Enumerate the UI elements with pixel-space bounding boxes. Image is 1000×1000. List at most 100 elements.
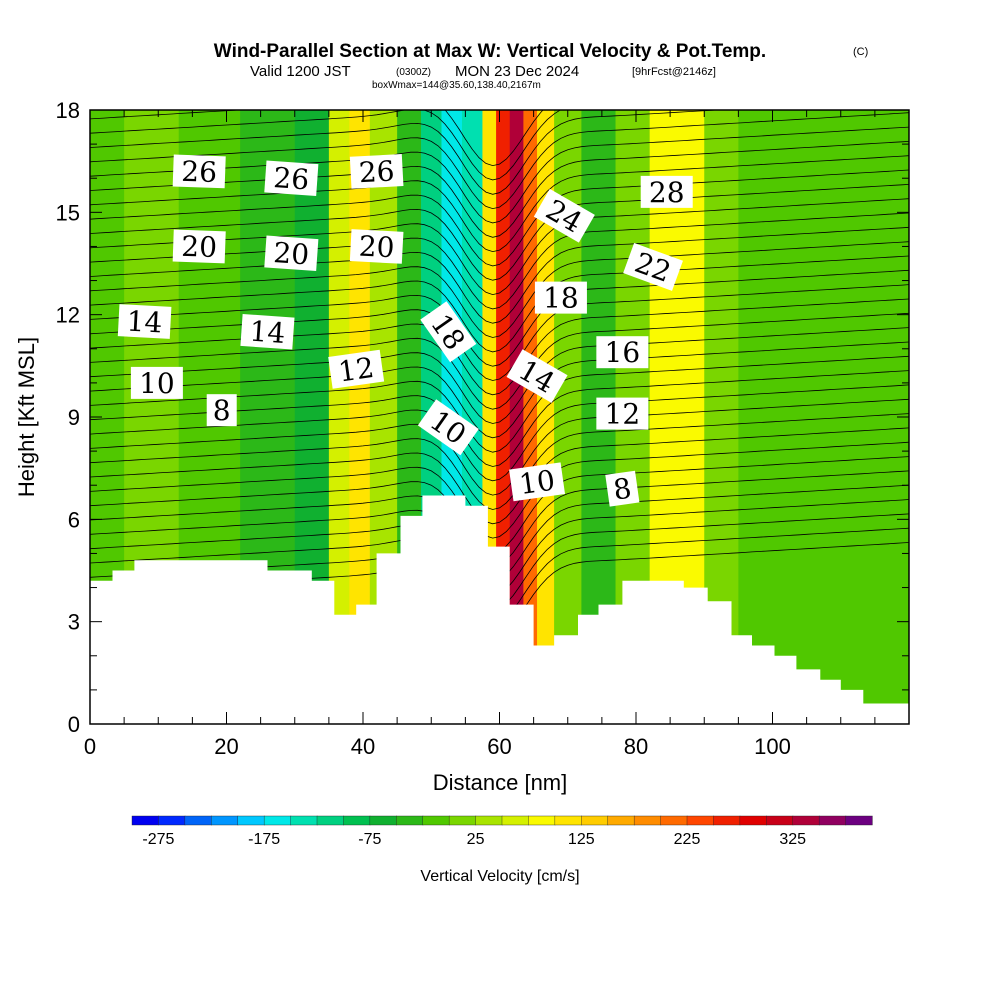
theta-contour-line: [90, 110, 562, 181]
colorbar-swatch: [818, 815, 847, 826]
theta-contour-line: [90, 241, 909, 338]
theta-label-box: [117, 304, 172, 339]
theta-label-box: [172, 154, 226, 189]
colorbar-swatch: [290, 815, 318, 826]
theta-label: 8: [605, 470, 640, 507]
colorbar-swatch: [554, 815, 582, 826]
x-axis-label: Distance [nm]: [433, 770, 568, 795]
theta-contour-line: [90, 255, 909, 353]
theta-label: 12: [328, 349, 385, 389]
y-tick-label: 12: [56, 303, 80, 328]
theta-label-text: 10: [139, 367, 175, 400]
w-column: [523, 110, 538, 724]
colorbar-swatch: [211, 815, 239, 826]
theta-label-box: [596, 397, 649, 430]
colorbar-swatch: [131, 815, 160, 826]
theta-label-box: [264, 160, 319, 196]
theta-label-text: 14: [248, 315, 286, 350]
theta-label-box: [623, 242, 683, 291]
theta-label-text: 12: [605, 398, 641, 431]
colorbar-swatch: [660, 815, 688, 826]
theta-label-text: 16: [605, 336, 641, 369]
colorbar-tick-label: -175: [248, 831, 280, 848]
x-tick-label: 100: [754, 734, 791, 759]
colorbar-tick-label: 325: [779, 831, 806, 848]
theta-contour-line: [90, 141, 909, 238]
terrain: [90, 495, 909, 724]
colorbar-swatch: [528, 815, 556, 826]
w-column: [349, 110, 371, 724]
colorbar-tick-label: 125: [568, 831, 595, 848]
y-tick-label: 9: [68, 405, 80, 430]
colorbar-tick-label: -75: [358, 831, 381, 848]
theta-contour-line: [90, 198, 909, 296]
theta-label: 26: [264, 160, 319, 196]
theta-label-text: 20: [272, 236, 310, 271]
theta-contour-line: [90, 312, 909, 410]
x-tick-label: 0: [84, 734, 96, 759]
theta-label-text: 26: [272, 161, 310, 196]
utc-time: (0300Z): [396, 67, 431, 78]
colorbar-swatch: [713, 815, 741, 826]
colorbar-swatch: [369, 815, 397, 826]
theta-contour-line: [90, 184, 909, 281]
colorbar-swatch: [607, 815, 635, 826]
colorbar-tick-label: 225: [674, 831, 701, 848]
colorbar-swatch: [343, 815, 371, 826]
theta-contour-line: [90, 212, 909, 310]
colorbar-tick-labels: -275 -175 -75 25 125 225 325: [142, 831, 806, 848]
theta-label-box: [533, 188, 595, 243]
colorbar-label: Vertical Velocity [cm/s]: [420, 868, 579, 885]
colorbar: [131, 815, 873, 826]
theta-label-box: [349, 229, 404, 264]
theta-label-text: 10: [517, 463, 557, 501]
y-tick-label: 15: [56, 200, 80, 225]
theta-contour-line: [90, 427, 909, 525]
theta-label-text: 18: [543, 282, 579, 315]
x-tick-label: 40: [351, 734, 375, 759]
theta-contour-line: [90, 126, 909, 224]
theta-label-text: 12: [336, 351, 376, 389]
theta-label-box: [264, 235, 319, 272]
theta-label-box: [328, 349, 385, 389]
colorbar-swatch: [766, 815, 794, 826]
theta-label-box: [417, 399, 479, 456]
colorbar-swatch: [448, 815, 477, 826]
colorbar-swatch: [501, 815, 530, 826]
w-column: [328, 110, 350, 724]
theta-contour-line: [90, 413, 909, 510]
theta-label-box: [240, 313, 295, 350]
theta-label: 14: [117, 304, 172, 339]
colorbar-swatch: [686, 815, 715, 826]
theta-label-box: [605, 470, 640, 507]
theta-label: 8: [206, 394, 237, 427]
forecast-info: [9hrFcst@2146z]: [632, 66, 716, 78]
colorbar-swatch: [396, 815, 424, 826]
valid-time: Valid 1200 JST: [250, 63, 351, 80]
theta-label-text: 26: [358, 154, 395, 189]
theta-label-text: 28: [649, 176, 685, 209]
colorbar-swatch: [633, 815, 662, 826]
colorbar-swatch: [475, 815, 503, 826]
theta-contour-line: [90, 298, 909, 396]
theta-label-text: 20: [181, 230, 218, 264]
y-tick-label: 3: [68, 610, 80, 635]
theta-label: 16: [596, 336, 649, 369]
theta-contour-line: [90, 441, 909, 539]
theta-label-box: [596, 336, 649, 369]
theta-label: 18: [534, 281, 587, 315]
y-axis: 0 3 6 9 12 15 18: [56, 98, 909, 737]
theta-label-box: [172, 229, 226, 264]
theta-label: 26: [172, 154, 226, 189]
x-tick-label: 80: [624, 734, 648, 759]
theta-contour-line: [90, 341, 909, 439]
theta-label: 10: [509, 462, 566, 502]
colorbar-tick-label: -275: [142, 831, 174, 848]
theta-label-box: [130, 366, 183, 399]
theta-contour-line: [90, 327, 909, 424]
colorbar-swatch: [237, 815, 265, 826]
colorbar-swatch: [792, 815, 820, 826]
